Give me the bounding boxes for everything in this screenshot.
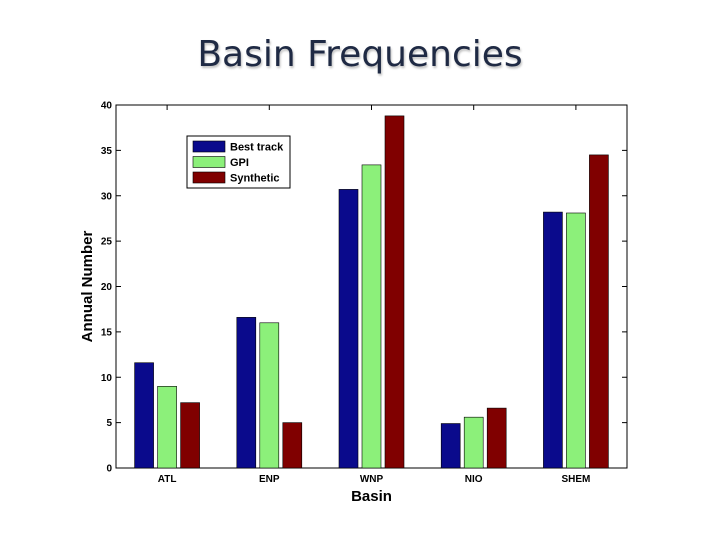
y-axis-label: Annual Number: [79, 231, 96, 343]
bar-gpi-nio: [463, 416, 484, 469]
legend-swatch: [192, 171, 226, 184]
x-axis-label: Basin: [351, 488, 392, 505]
bar-synthetic-enp: [282, 422, 303, 469]
y-tick-label: 20: [101, 282, 113, 293]
x-tick-label: NIO: [465, 474, 483, 485]
legend-entry: Synthetic: [230, 173, 280, 185]
legend-swatch: [192, 156, 226, 168]
bar-gpi-enp: [259, 322, 280, 469]
bar-synthetic-nio: [486, 407, 507, 469]
bar-best-track-nio: [440, 423, 461, 469]
y-tick-label: 5: [106, 418, 112, 429]
bar-synthetic-wnp: [384, 115, 405, 469]
bar-best-track-wnp: [338, 189, 359, 469]
bar-synthetic-atl: [180, 402, 200, 469]
x-tick-label: ENP: [259, 474, 280, 485]
bar-gpi-shem: [566, 212, 586, 469]
y-tick-label: 40: [101, 101, 113, 112]
x-tick-label: WNP: [360, 474, 384, 485]
y-tick-label: 35: [101, 146, 113, 157]
y-tick-label: 15: [101, 327, 113, 338]
y-tick-label: 0: [106, 464, 112, 475]
legend-swatch: [192, 140, 226, 153]
chart-title: Basin Frequencies: [197, 34, 523, 75]
y-tick-label: 30: [101, 191, 113, 202]
legend-entry: GPI: [230, 157, 249, 169]
x-tick-label: ATL: [158, 474, 177, 485]
legend-entry: Best track: [230, 142, 284, 154]
y-tick-label: 25: [101, 237, 113, 248]
bar-synthetic-shem: [589, 154, 609, 469]
bar-best-track-shem: [543, 211, 563, 469]
y-tick-label: 10: [101, 373, 113, 384]
bar-best-track-enp: [236, 317, 257, 469]
bar-best-track-atl: [134, 362, 154, 469]
bar-gpi-wnp: [361, 164, 382, 469]
bar-gpi-atl: [157, 386, 177, 469]
x-tick-label: SHEM: [561, 474, 590, 485]
